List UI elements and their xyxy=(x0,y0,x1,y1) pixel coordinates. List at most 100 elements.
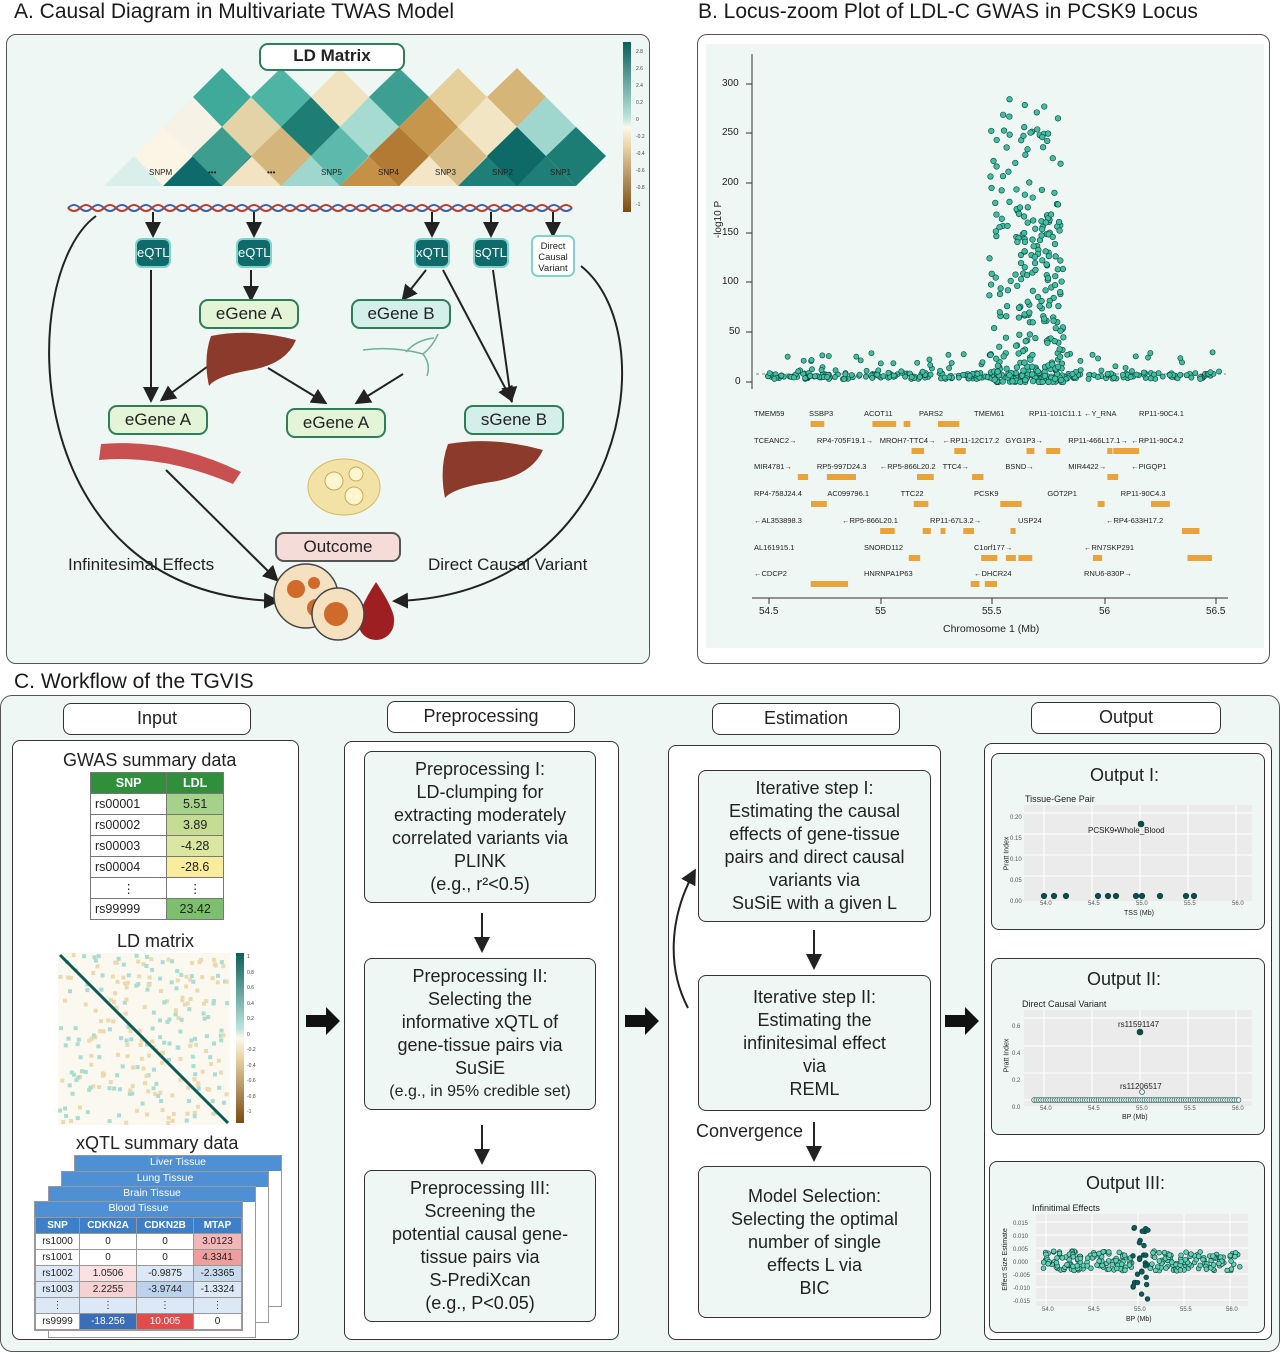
gwas-point xyxy=(916,374,923,380)
ld-cell xyxy=(137,1028,142,1033)
gwas-point xyxy=(898,368,905,375)
gwas-point xyxy=(993,211,1000,218)
gwas-point xyxy=(974,370,981,377)
estimation-arrows xyxy=(672,868,822,1162)
ld-tick: -0.8 xyxy=(247,1093,256,1100)
gwas-point xyxy=(1018,276,1025,283)
gene-label: HNRNPA1P63 xyxy=(864,569,913,578)
ld-cell xyxy=(224,1092,229,1097)
output-3-point xyxy=(1056,1250,1063,1257)
ld-cell xyxy=(134,983,139,988)
gwas-point xyxy=(1021,264,1028,271)
gene-label: ←Y_RNA xyxy=(1084,409,1117,418)
ld-cell xyxy=(166,1057,171,1062)
step-line: variants via xyxy=(768,870,861,890)
ld-cell xyxy=(145,987,150,992)
y-tick: 0 xyxy=(735,376,741,387)
gene-bar xyxy=(820,501,827,507)
ld-cell xyxy=(118,1036,123,1041)
gwas-point xyxy=(1029,236,1036,243)
gwas-point xyxy=(1020,132,1027,139)
ld-cell xyxy=(221,1033,226,1038)
gwas-point xyxy=(832,367,839,374)
step-line: PLINK xyxy=(453,851,507,871)
gene-label: ←RP11-12C17.2 xyxy=(942,436,1000,445)
gene-bar xyxy=(797,474,809,480)
xqtl-cell: -18.256 xyxy=(79,1313,138,1330)
ld-cell xyxy=(173,1008,178,1013)
gwas-point xyxy=(1054,115,1062,122)
gene-label: C1orf177→ xyxy=(974,543,1013,552)
gwas-point xyxy=(1094,374,1101,380)
gene-label: RNU6-830P→ xyxy=(1084,569,1132,578)
ld-cell xyxy=(207,1087,212,1092)
output-3-plot xyxy=(1036,1214,1248,1306)
ld-cell xyxy=(150,967,155,972)
output-3-point xyxy=(1183,1249,1189,1255)
gwas-point xyxy=(1058,376,1065,384)
gene-label: ←RP4-633H17.2 xyxy=(1106,516,1164,525)
ld-cell xyxy=(198,957,203,962)
step-line: SuSiE xyxy=(454,1058,506,1078)
gene-label: RP5-997D24.3 xyxy=(816,462,867,471)
gwas-point xyxy=(927,362,934,369)
gwas-point xyxy=(1003,303,1011,310)
ld-cell xyxy=(211,1111,216,1116)
gwas-point xyxy=(1057,257,1064,264)
ld-cell xyxy=(215,980,220,985)
ld-cell xyxy=(144,1074,149,1079)
ld-cell xyxy=(115,1073,120,1078)
ld-cell xyxy=(68,975,73,980)
gwas-point xyxy=(1054,201,1062,208)
gwas-point xyxy=(1038,232,1045,239)
gwas-point xyxy=(1098,367,1105,374)
ld-cell xyxy=(58,1108,63,1113)
ld-cell xyxy=(162,1040,167,1045)
gene-bar xyxy=(810,421,825,427)
gwas-point xyxy=(1023,272,1031,279)
gene-label: AL161915.1 xyxy=(754,543,795,552)
ld-cell xyxy=(160,960,165,965)
snp-label: SNP2 xyxy=(492,168,513,177)
gene-bar xyxy=(1018,555,1033,561)
y-tick: 0.2 xyxy=(1012,1078,1021,1084)
output-3-point xyxy=(1136,1239,1143,1246)
gwas-cell: 3.89 xyxy=(166,814,224,836)
gwas-point xyxy=(1004,287,1012,294)
output-1-point xyxy=(1112,892,1120,900)
ld-cell xyxy=(100,1071,105,1076)
panel-c-title: C. Workflow of the TGVIS xyxy=(14,670,254,693)
gwas-point xyxy=(1159,373,1166,380)
ld-cell xyxy=(180,995,185,1000)
gwas-point xyxy=(856,371,863,378)
gwas-point xyxy=(1021,238,1029,245)
output-3-point xyxy=(1109,1261,1115,1268)
gwas-point xyxy=(914,359,921,366)
gwas-point xyxy=(1039,133,1046,141)
gwas-point xyxy=(880,373,887,380)
gwas-point xyxy=(948,360,955,366)
ld-cell xyxy=(178,1029,183,1034)
step-line: REML xyxy=(789,1078,840,1099)
output-1-point xyxy=(1132,892,1140,900)
gene-bar xyxy=(922,528,931,534)
tissue-tab-blood: Blood Tissue xyxy=(35,1202,242,1217)
gene-label: AC099796.1 xyxy=(827,489,870,498)
ld-cell xyxy=(75,1042,80,1047)
xqtl-cell: 0 xyxy=(136,1233,195,1250)
ld-cell xyxy=(188,997,193,1002)
ld-cell xyxy=(183,1002,188,1007)
gwas-point xyxy=(990,157,997,165)
colorbar-tick: 0 xyxy=(636,117,639,123)
gene-bar xyxy=(940,528,946,534)
ld-cell xyxy=(216,973,221,978)
x-tick: 56.0 xyxy=(1232,1106,1244,1112)
ld-cell xyxy=(96,954,101,959)
ld-cell xyxy=(114,1005,119,1010)
ld-cell xyxy=(196,1083,201,1088)
ld-cell xyxy=(135,1108,140,1113)
gwas-cell: ⋮ xyxy=(166,877,224,899)
output-3-point xyxy=(1163,1265,1169,1271)
gene-label: TMEM59 xyxy=(754,409,785,418)
gwas-point xyxy=(1013,364,1021,371)
